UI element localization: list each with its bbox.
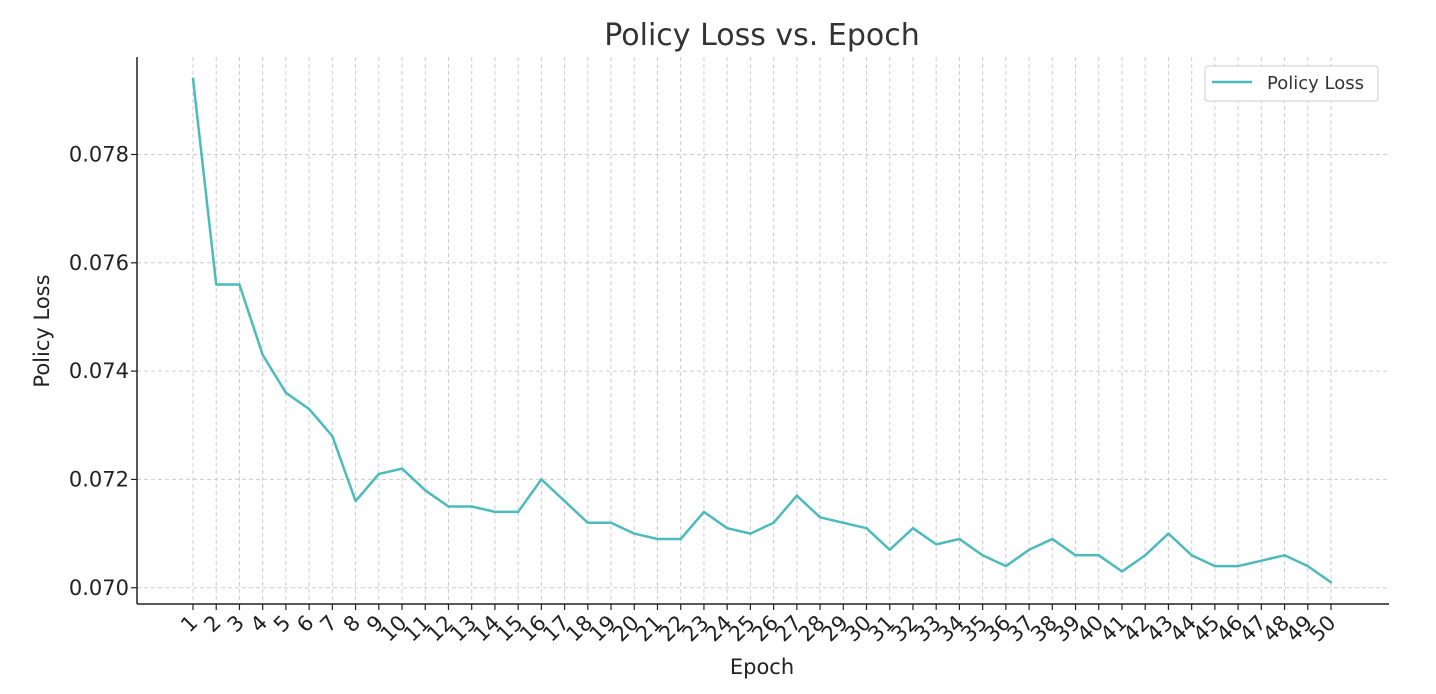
x-tick-label: 6 (292, 611, 318, 637)
data-point (1004, 564, 1008, 568)
data-point (842, 521, 845, 524)
data-point (1213, 564, 1217, 568)
y-ticks: 0.070 0.072 0.074 0.076 0.078 (69, 142, 137, 600)
data-point (609, 521, 613, 524)
x-tick-label: 8 (339, 611, 365, 637)
x-tick-label: 4 (246, 611, 272, 637)
data-point (1236, 564, 1240, 568)
data-point (284, 391, 288, 394)
series-line-policy-loss (191, 78, 1332, 584)
data-point (354, 499, 357, 503)
y-tick-label: 0.070 (69, 576, 129, 600)
legend-label: Policy Loss (1267, 73, 1364, 94)
data-point (261, 353, 264, 357)
data-point (679, 537, 682, 541)
data-point (1051, 537, 1054, 541)
data-point (981, 554, 984, 557)
data-point (307, 407, 311, 411)
series (191, 77, 1333, 584)
y-tick-label: 0.072 (69, 467, 129, 491)
data-point (1074, 554, 1077, 557)
data-point (702, 510, 706, 514)
data-point (911, 526, 915, 530)
data-point (1306, 564, 1309, 568)
data-point (865, 526, 868, 530)
data-point (191, 77, 195, 80)
y-axis-label: Policy Loss (30, 274, 54, 387)
data-point (424, 489, 427, 492)
y-tick-label: 0.074 (69, 359, 129, 383)
data-point (331, 434, 334, 438)
data-point (1144, 554, 1147, 557)
y-tick-label: 0.076 (69, 251, 129, 275)
x-axis-label: Epoch (730, 655, 794, 679)
data-point (934, 543, 938, 546)
data-point (377, 472, 380, 476)
data-point (749, 532, 752, 535)
axes (136, 57, 1389, 605)
data-point (656, 537, 659, 541)
legend-box (1204, 65, 1379, 102)
x-ticks: 1234567891011121314151617181920212223242… (176, 604, 1341, 647)
x-tick-label: 3 (223, 611, 249, 637)
data-point (958, 537, 961, 541)
data-point (1167, 532, 1170, 535)
chart-title: Policy Loss vs. Epoch (604, 18, 919, 53)
data-point (633, 532, 636, 535)
data-point (888, 548, 891, 552)
data-point (772, 521, 775, 524)
data-point (563, 499, 566, 503)
data-point (215, 283, 218, 286)
x-tick-label: 5 (269, 611, 295, 637)
x-tick-label: 50 (1305, 611, 1341, 647)
x-tick-label: 2 (199, 611, 225, 637)
data-point (725, 526, 729, 530)
data-point (540, 478, 543, 481)
grid-lines (137, 57, 1389, 604)
y-tick-label: 0.078 (69, 142, 129, 166)
x-tick-label: 1 (176, 611, 202, 637)
data-point (818, 516, 822, 519)
x-tick-label: 7 (315, 611, 341, 637)
legend: Policy Loss (1204, 65, 1379, 102)
data-point (1283, 554, 1286, 557)
data-point (493, 510, 497, 514)
data-point (1329, 581, 1333, 584)
data-point (1027, 548, 1031, 552)
data-point (1120, 570, 1124, 573)
data-point (400, 467, 404, 470)
data-point (447, 505, 450, 508)
data-point (586, 521, 590, 524)
data-point (795, 494, 799, 497)
data-point (470, 505, 473, 508)
data-point (516, 510, 520, 514)
data-point (1097, 554, 1100, 557)
data-point (1190, 554, 1193, 557)
data-point (238, 283, 241, 286)
data-point (1260, 559, 1263, 562)
